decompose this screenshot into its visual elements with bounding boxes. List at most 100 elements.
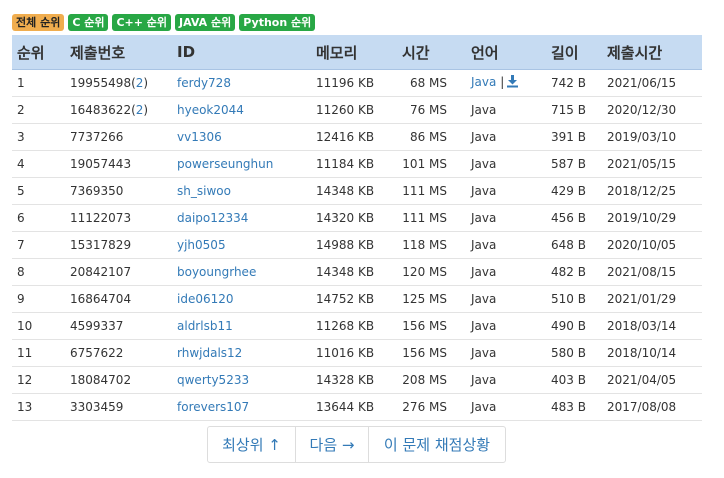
rank-cell: 13 [12,393,65,421]
column-header-id: ID [172,35,311,70]
language-label: Java [471,400,497,414]
user-id-link[interactable]: ide06120 [177,292,234,306]
filter-tab[interactable]: C 순위 [68,14,109,31]
submission-number: 7737266 [70,130,124,144]
column-header-submission-no: 제출번호 [65,35,172,70]
time-cell: 111 MS [397,177,466,205]
next-button[interactable]: 다음 → [295,427,368,462]
rank-cell: 1 [12,69,65,97]
memory-cell: 11260 KB [311,96,397,124]
submit-time-cell: 2019/03/10 [602,123,702,151]
filter-tab[interactable]: C++ 순위 [112,14,172,31]
memory-cell: 13644 KB [311,393,397,421]
submit-time-cell: 2021/05/15 [602,150,702,178]
rank-cell: 5 [12,177,65,205]
user-id-link[interactable]: yjh0505 [177,238,226,252]
user-id-cell: qwerty5233 [172,366,311,394]
time-cell: 76 MS [397,96,466,124]
language-label: Java [471,265,497,279]
user-id-link[interactable]: boyoungrhee [177,265,257,279]
language-cell: Java [466,96,546,124]
submit-time-cell: 2020/12/30 [602,96,702,124]
submission-number: 3303459 [70,400,124,414]
memory-cell: 11268 KB [311,312,397,340]
user-id-cell: powerseunghun [172,150,311,178]
submission-no-cell: 4599337 [65,312,172,340]
table-row: 8 20842107 boyoungrhee 14348 KB 120 MS Java 48… [12,258,702,286]
language-label: Java [471,373,497,387]
memory-cell: 14348 KB [311,177,397,205]
column-header-memory: 메모리 [311,35,397,70]
language-filter-bar: 전체 순위 C 순위 C++ 순위 JAVA 순위 Python 순위 [12,14,316,31]
time-cell: 276 MS [397,393,466,421]
time-cell: 120 MS [397,258,466,286]
code-length-cell: 391 B [546,123,602,151]
submission-no-cell: 19955498(2) [65,69,172,97]
code-length-cell: 715 B [546,96,602,124]
language-label: Java [471,130,497,144]
time-cell: 156 MS [397,312,466,340]
code-length-cell: 510 B [546,285,602,313]
user-id-link[interactable]: vv1306 [177,130,222,144]
column-header-length: 길이 [546,35,602,70]
download-icon[interactable] [506,75,519,91]
submission-count-link[interactable]: 2 [135,103,144,117]
table-row: 9 16864704 ide06120 14752 KB 125 MS Java 510 B… [12,285,702,313]
separator: | [500,75,505,89]
submit-time-cell: 2020/10/05 [602,231,702,259]
memory-cell: 11196 KB [311,69,397,97]
code-length-cell: 482 B [546,258,602,286]
user-id-link[interactable]: hyeok2044 [177,103,244,117]
time-cell: 86 MS [397,123,466,151]
user-id-link[interactable]: sh_siwoo [177,184,231,198]
top-button[interactable]: 최상위 ↑ [222,436,281,454]
rank-cell: 2 [12,96,65,124]
memory-cell: 11016 KB [311,339,397,367]
user-id-link[interactable]: daipo12334 [177,211,249,225]
memory-cell: 14320 KB [311,204,397,232]
user-id-cell: forevers107 [172,393,311,421]
language-cell: Java [466,231,546,259]
table-row: 1 19955498(2) ferdy728 11196 KB 68 MS Java | 7… [12,69,702,97]
rank-cell: 8 [12,258,65,286]
filter-tab[interactable]: Python 순위 [239,14,316,31]
submission-number: 7369350 [70,184,124,198]
user-id-link[interactable]: powerseunghun [177,157,274,171]
code-length-cell: 648 B [546,231,602,259]
language-cell: Java [466,339,546,367]
user-id-link[interactable]: aldrlsb11 [177,319,233,333]
user-id-cell: daipo12334 [172,204,311,232]
user-id-cell: hyeok2044 [172,96,311,124]
submit-time-cell: 2021/04/05 [602,366,702,394]
memory-cell: 14328 KB [311,366,397,394]
submission-no-cell: 16864704 [65,285,172,313]
time-cell: 68 MS [397,69,466,97]
table-row: 6 11122073 daipo12334 14320 KB 111 MS Java 456… [12,204,702,232]
code-length-cell: 456 B [546,204,602,232]
language-cell: Java [466,312,546,340]
submit-time-cell: 2017/08/08 [602,393,702,421]
filter-tab[interactable]: JAVA 순위 [175,14,236,31]
user-id-link[interactable]: ferdy728 [177,76,231,90]
user-id-cell: sh_siwoo [172,177,311,205]
user-id-cell: yjh0505 [172,231,311,259]
rank-cell: 10 [12,312,65,340]
submission-count-link[interactable]: 2 [135,76,144,90]
status-button[interactable]: 이 문제 채점상황 [368,427,505,462]
user-id-cell: boyoungrhee [172,258,311,286]
code-length-cell: 429 B [546,177,602,205]
ranking-table-body: 1 19955498(2) ferdy728 11196 KB 68 MS Java | 7… [12,69,702,421]
submission-number: 19955498 [70,76,132,90]
rank-cell: 9 [12,285,65,313]
user-id-link[interactable]: qwerty5233 [177,373,250,387]
rank-cell: 3 [12,123,65,151]
language-label: Java [471,184,497,198]
rank-cell: 4 [12,150,65,178]
column-header-rank: 순위 [12,35,65,70]
user-id-link[interactable]: rhwjdals12 [177,346,243,360]
source-code-link[interactable]: Java [471,75,497,89]
user-id-link[interactable]: forevers107 [177,400,250,414]
filter-tab[interactable]: 전체 순위 [12,14,65,31]
submission-no-cell: 6757622 [65,339,172,367]
